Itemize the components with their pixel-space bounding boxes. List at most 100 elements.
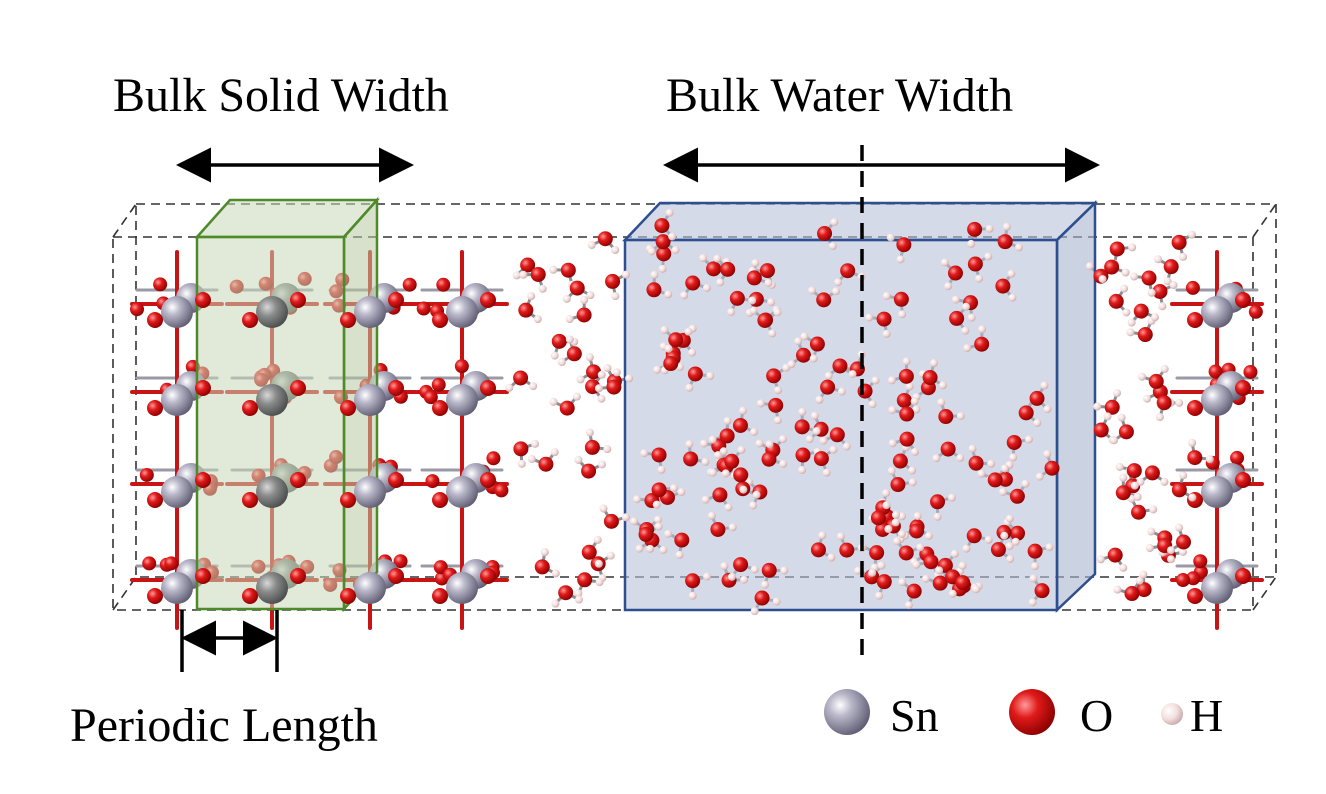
oxygen-atom <box>480 380 496 396</box>
hydrogen-atom <box>1160 365 1169 374</box>
hydrogen-atom <box>1122 308 1131 317</box>
oxygen-atom <box>663 356 679 372</box>
oxygen-atom <box>242 400 258 416</box>
oxygen-atom <box>1148 373 1164 389</box>
hydrogen-atom <box>800 332 809 341</box>
hydrogen-atom <box>708 468 717 477</box>
hydrogen-atom <box>1031 562 1040 571</box>
oxygen-atom <box>795 447 811 463</box>
oxygen-atom <box>242 492 258 508</box>
hydrogen-atom <box>550 448 559 457</box>
hydrogen-atom <box>910 397 919 406</box>
hydrogen-atom <box>978 325 987 334</box>
hydrogen-atom <box>887 466 896 475</box>
hydrogen-atom <box>632 495 641 504</box>
oxygen-atom <box>809 336 825 352</box>
tin-atom <box>446 384 478 416</box>
oxygen-atom <box>1235 292 1251 308</box>
oxygen-atom <box>423 390 438 405</box>
hydrogen-atom <box>1029 574 1038 583</box>
tin-atom <box>446 476 478 508</box>
hydrogen-atom <box>1169 281 1178 290</box>
hydrogen-atom <box>538 284 547 293</box>
oxygen-atom <box>147 312 163 328</box>
hydrogen-atom <box>836 532 845 541</box>
hydrogen-atom <box>898 578 907 587</box>
hydrogen-atom <box>1150 313 1159 322</box>
hydrogen-atom <box>675 550 684 559</box>
oxygen-atom <box>581 463 597 479</box>
hydrogen-atom <box>779 459 788 468</box>
hydrogen-atom <box>767 298 776 307</box>
hydrogen-atom <box>760 580 769 589</box>
hydrogen-atom <box>831 287 840 296</box>
hydrogen-atom <box>527 455 536 464</box>
hydrogen-atom <box>1179 547 1188 556</box>
hydrogen-atom <box>721 469 730 478</box>
oxygen-atom <box>720 261 736 277</box>
hydrogen-atom <box>891 510 900 519</box>
hydrogen-atom <box>668 232 677 241</box>
hydrogen-atom <box>1158 302 1167 311</box>
hydrogen-atom <box>551 569 560 578</box>
oxygen-atom <box>706 261 722 277</box>
oxygen-atom <box>1104 259 1120 275</box>
oxygen-atom <box>432 400 448 416</box>
oxygen-atom <box>1141 270 1157 286</box>
tin-atom <box>1201 384 1233 416</box>
hydrogen-atom <box>1117 413 1126 422</box>
hydrogen-atom <box>830 218 839 227</box>
hydrogen-atom <box>1113 585 1122 594</box>
hydrogen-atom <box>585 353 594 362</box>
hydrogen-atom <box>1145 543 1154 552</box>
oxygen-atom <box>932 575 948 591</box>
oxygen-atom <box>967 256 983 272</box>
hydrogen-atom <box>912 405 921 414</box>
oxygen-atom <box>1230 450 1245 465</box>
oxygen-atom <box>597 231 613 247</box>
oxygen-atom <box>654 218 670 234</box>
hydrogen-atom <box>728 523 737 532</box>
hydrogen-atom <box>549 397 558 406</box>
oxygen-atom <box>480 292 496 308</box>
hydrogen-atom <box>701 457 710 466</box>
oxygen-atom <box>513 441 529 457</box>
hydrogen-atom <box>780 566 789 575</box>
hydrogen-atom <box>527 292 536 301</box>
hydrogen-atom <box>1130 272 1139 281</box>
hydrogen-atom <box>580 296 589 305</box>
oxygen-atom <box>906 583 922 599</box>
hydrogen-atom <box>611 292 620 301</box>
hydrogen-atom <box>871 376 880 385</box>
hydrogen-atom <box>706 372 715 381</box>
hydrogen-atom <box>529 382 538 391</box>
oxygen-atom <box>388 380 404 396</box>
hydrogen-atom <box>967 239 976 248</box>
hydrogen-atom <box>533 315 542 324</box>
oxygen-atom <box>606 379 622 395</box>
h-legend-icon <box>1161 703 1183 725</box>
hydrogen-atom <box>750 565 759 574</box>
hydrogen-atom <box>1035 472 1044 481</box>
hydrogen-atom <box>1120 284 1129 293</box>
oxygen-atom <box>923 554 939 570</box>
oxygen-atom <box>1187 450 1203 466</box>
oxygen-atom <box>388 472 404 488</box>
sn-legend-icon <box>824 689 870 735</box>
oxygen-atom <box>892 453 908 469</box>
hydrogen-atom <box>884 525 893 534</box>
hydrogen-atom <box>975 274 984 283</box>
hydrogen-atom <box>1175 523 1184 532</box>
hydrogen-atom <box>956 412 965 421</box>
hydrogen-atom <box>654 522 663 531</box>
hydrogen-atom <box>1119 473 1128 482</box>
hydrogen-atom <box>1160 477 1169 486</box>
hydrogen-atom <box>594 384 603 393</box>
oxygen-atom <box>538 456 554 472</box>
hydrogen-atom <box>640 449 649 458</box>
oxygen-atom <box>876 311 892 327</box>
oxygen-atom <box>832 358 848 374</box>
hydrogen-atom <box>898 512 907 521</box>
hydrogen-atom <box>723 416 732 425</box>
hydrogen-atom <box>719 447 728 456</box>
